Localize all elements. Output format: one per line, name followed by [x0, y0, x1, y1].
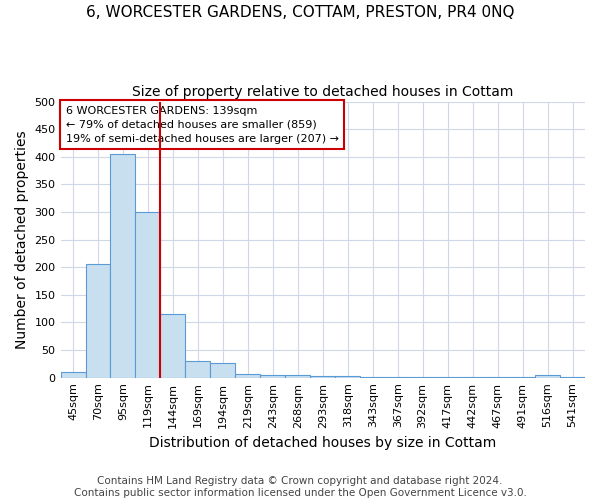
- X-axis label: Distribution of detached houses by size in Cottam: Distribution of detached houses by size …: [149, 436, 496, 450]
- Bar: [535, 375, 560, 378]
- Bar: [435, 376, 460, 378]
- Y-axis label: Number of detached properties: Number of detached properties: [15, 130, 29, 349]
- Bar: [136, 212, 160, 378]
- Bar: [86, 264, 110, 378]
- Bar: [485, 376, 510, 378]
- Title: Size of property relative to detached houses in Cottam: Size of property relative to detached ho…: [132, 85, 514, 99]
- Bar: [360, 376, 385, 378]
- Bar: [310, 376, 335, 378]
- Text: 6 WORCESTER GARDENS: 139sqm
← 79% of detached houses are smaller (859)
19% of se: 6 WORCESTER GARDENS: 139sqm ← 79% of det…: [66, 106, 339, 144]
- Bar: [385, 376, 410, 378]
- Bar: [260, 375, 286, 378]
- Bar: [335, 376, 360, 378]
- Bar: [460, 376, 485, 378]
- Bar: [560, 376, 585, 378]
- Text: 6, WORCESTER GARDENS, COTTAM, PRESTON, PR4 0NQ: 6, WORCESTER GARDENS, COTTAM, PRESTON, P…: [86, 5, 514, 20]
- Text: Contains HM Land Registry data © Crown copyright and database right 2024.
Contai: Contains HM Land Registry data © Crown c…: [74, 476, 526, 498]
- Bar: [185, 361, 211, 378]
- Bar: [235, 374, 260, 378]
- Bar: [410, 376, 435, 378]
- Bar: [211, 363, 235, 378]
- Bar: [286, 375, 310, 378]
- Bar: [61, 372, 86, 378]
- Bar: [160, 314, 185, 378]
- Bar: [110, 154, 136, 378]
- Bar: [510, 376, 535, 378]
